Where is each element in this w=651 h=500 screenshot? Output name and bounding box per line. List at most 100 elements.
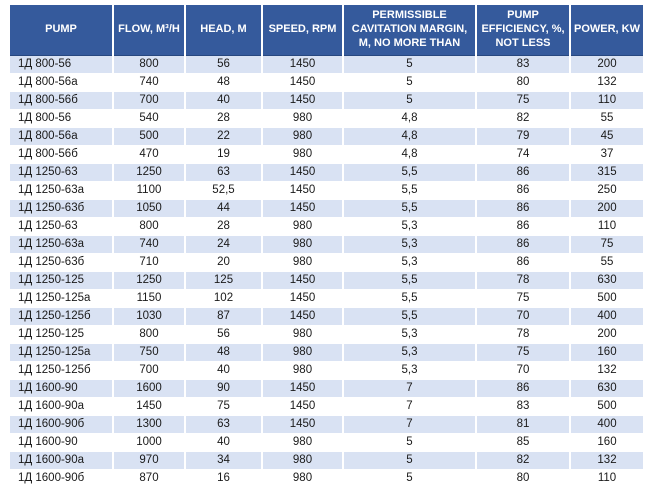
cell-power: 160	[569, 433, 643, 452]
cell-efficiency: 81	[475, 415, 571, 434]
table-row: 1Д 1600-90а 1450 75 1450 7 83 500	[10, 397, 643, 416]
cell-head: 34	[184, 451, 263, 470]
cell-efficiency: 75	[475, 289, 571, 308]
cell-pump: 1Д 800-56б	[10, 145, 114, 164]
cell-flow: 800	[112, 325, 186, 344]
cell-efficiency: 79	[475, 127, 571, 146]
cell-flow: 1150	[112, 289, 186, 308]
cell-efficiency: 78	[475, 271, 571, 290]
cell-efficiency: 86	[475, 181, 571, 200]
cell-head: 87	[184, 307, 263, 326]
cell-power: 110	[569, 469, 643, 487]
cell-head: 102	[184, 289, 263, 308]
cell-speed: 1450	[261, 379, 344, 398]
cell-power: 160	[569, 343, 643, 362]
cell-efficiency: 75	[475, 343, 571, 362]
cell-power: 630	[569, 379, 643, 398]
cell-speed: 980	[261, 433, 344, 452]
cell-cavitation-margin: 5,5	[342, 181, 477, 200]
cell-flow: 800	[112, 55, 186, 74]
cell-pump: 1Д 800-56а	[10, 73, 114, 92]
table-row: 1Д 1600-90б 870 16 980 5 80 110	[10, 469, 643, 487]
column-header-speed: SPEED, RPM	[261, 5, 344, 56]
cell-pump: 1Д 1600-90б	[10, 469, 114, 487]
table-row: 1Д 1250-63б 1050 44 1450 5,5 86 200	[10, 199, 643, 218]
table-row: 1Д 800-56а 500 22 980 4,8 79 45	[10, 127, 643, 146]
cell-speed: 980	[261, 469, 344, 487]
cell-speed: 980	[261, 109, 344, 128]
cell-speed: 980	[261, 253, 344, 272]
cell-flow: 540	[112, 109, 186, 128]
pump-spec-page: PUMP FLOW, M³/H HEAD, M SPEED, RPM PERMISSIB…	[10, 5, 643, 487]
cell-power: 315	[569, 163, 643, 182]
cell-speed: 980	[261, 235, 344, 254]
cell-power: 55	[569, 109, 643, 128]
table-row: 1Д 800-56б 470 19 980 4,8 74 37	[10, 145, 643, 164]
cell-flow: 870	[112, 469, 186, 487]
cell-efficiency: 75	[475, 91, 571, 110]
cell-power: 132	[569, 73, 643, 92]
table-row: 1Д 1250-63а 740 24 980 5,3 86 75	[10, 235, 643, 254]
cell-pump: 1Д 1250-63б	[10, 253, 114, 272]
cell-speed: 980	[261, 127, 344, 146]
cell-speed: 980	[261, 361, 344, 380]
cell-head: 56	[184, 325, 263, 344]
cell-efficiency: 86	[475, 217, 571, 236]
cell-head: 44	[184, 199, 263, 218]
table-row: 1Д 800-56а 740 48 1450 5 80 132	[10, 73, 643, 92]
cell-speed: 980	[261, 217, 344, 236]
table-row: 1Д 1250-63а 1100 52,5 1450 5,5 86 250	[10, 181, 643, 200]
cell-power: 37	[569, 145, 643, 164]
table-row: 1Д 1600-90 1600 90 1450 7 86 630	[10, 379, 643, 398]
cell-head: 48	[184, 343, 263, 362]
cell-head: 28	[184, 217, 263, 236]
cell-power: 500	[569, 397, 643, 416]
column-header-cavitation-margin: PERMISSIBLE CAVITATION MARGIN, M, NO MOR…	[342, 5, 477, 56]
column-header-head: HEAD, M	[184, 5, 263, 56]
cell-pump: 1Д 1250-63а	[10, 181, 114, 200]
cell-cavitation-margin: 7	[342, 415, 477, 434]
cell-head: 63	[184, 415, 263, 434]
cell-cavitation-margin: 5	[342, 73, 477, 92]
cell-pump: 1Д 1250-63а	[10, 235, 114, 254]
cell-power: 75	[569, 235, 643, 254]
cell-power: 200	[569, 325, 643, 344]
cell-head: 56	[184, 55, 263, 74]
cell-power: 110	[569, 91, 643, 110]
cell-pump: 1Д 1250-63	[10, 217, 114, 236]
cell-flow: 1250	[112, 163, 186, 182]
cell-efficiency: 83	[475, 397, 571, 416]
cell-head: 40	[184, 433, 263, 452]
cell-speed: 1450	[261, 397, 344, 416]
cell-pump: 1Д 1600-90	[10, 379, 114, 398]
cell-flow: 700	[112, 91, 186, 110]
cell-efficiency: 70	[475, 361, 571, 380]
cell-cavitation-margin: 5,5	[342, 199, 477, 218]
cell-cavitation-margin: 5	[342, 433, 477, 452]
cell-power: 45	[569, 127, 643, 146]
cell-cavitation-margin: 5,5	[342, 289, 477, 308]
cell-flow: 740	[112, 235, 186, 254]
cell-pump: 1Д 1250-63	[10, 163, 114, 182]
cell-flow: 1100	[112, 181, 186, 200]
cell-speed: 1450	[261, 289, 344, 308]
cell-pump: 1Д 1600-90б	[10, 415, 114, 434]
cell-efficiency: 86	[475, 235, 571, 254]
cell-efficiency: 70	[475, 307, 571, 326]
cell-cavitation-margin: 5	[342, 451, 477, 470]
pump-spec-table: PUMP FLOW, M³/H HEAD, M SPEED, RPM PERMISSIB…	[10, 5, 643, 487]
cell-speed: 1450	[261, 163, 344, 182]
cell-cavitation-margin: 5,5	[342, 271, 477, 290]
table-header: PUMP FLOW, M³/H HEAD, M SPEED, RPM PERMISSIB…	[10, 5, 643, 56]
table-row: 1Д 1250-125б 1030 87 1450 5,5 70 400	[10, 307, 643, 326]
cell-flow: 1050	[112, 199, 186, 218]
cell-head: 20	[184, 253, 263, 272]
cell-pump: 1Д 1250-125	[10, 271, 114, 290]
column-header-flow: FLOW, M³/H	[112, 5, 186, 56]
cell-head: 75	[184, 397, 263, 416]
table-row: 1Д 1250-125а 750 48 980 5,3 75 160	[10, 343, 643, 362]
cell-flow: 470	[112, 145, 186, 164]
cell-speed: 980	[261, 325, 344, 344]
column-header-power: POWER, KW	[569, 5, 643, 56]
cell-cavitation-margin: 5	[342, 55, 477, 74]
